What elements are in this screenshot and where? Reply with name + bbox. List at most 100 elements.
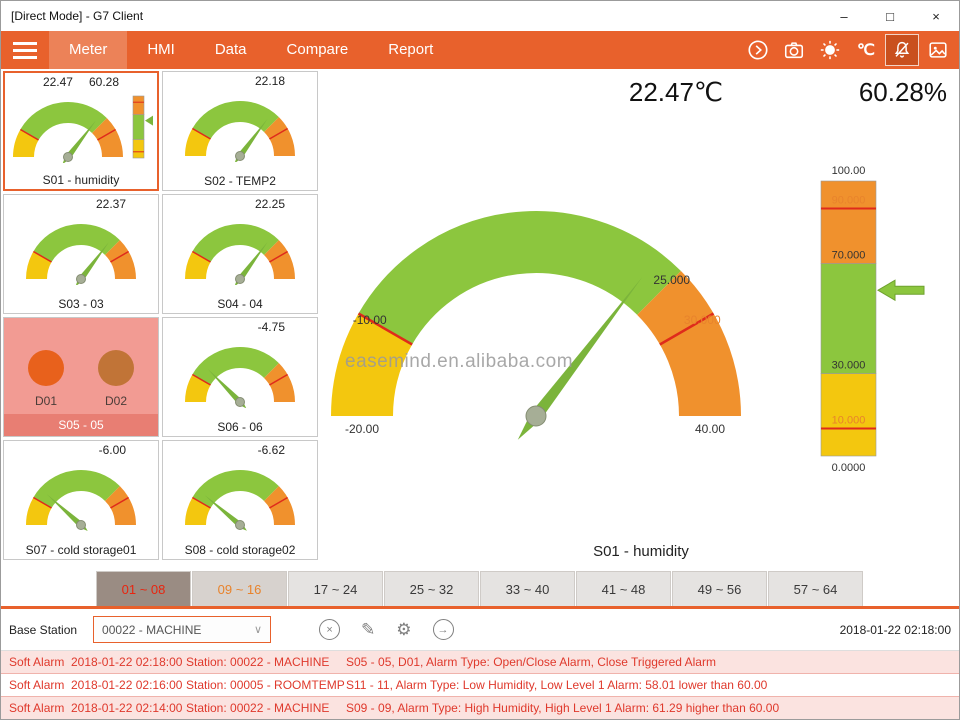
meter-tile[interactable]: 22.47 60.28 S01 - humidity — [3, 71, 159, 191]
tile-value: 22.47 — [42, 75, 73, 89]
alarm-bell-mute-icon[interactable] — [885, 34, 919, 66]
meter-tile[interactable]: 22.18 S02 - TEMP2 — [162, 71, 318, 191]
watermark: easemind.en.alibaba.com — [345, 351, 574, 372]
clear-circle-x-icon[interactable]: × — [319, 619, 341, 640]
tile-values: -4.75 — [163, 320, 317, 334]
alarm-station: Station: 00005 - ROOMTEMP — [186, 678, 345, 692]
settings-gear-icon[interactable]: ⚙ — [396, 619, 412, 639]
minimize-button[interactable]: – — [840, 8, 848, 24]
digital-channel-label: D01 — [34, 394, 57, 408]
tile-label: S02 - TEMP2 — [204, 174, 276, 188]
tile-label: S04 - 04 — [217, 297, 263, 311]
tile-values: 22.25 — [163, 197, 317, 211]
alarm-station: Station: 00022 - MACHINE — [186, 701, 330, 715]
nav-item-hmi[interactable]: HMI — [147, 41, 175, 58]
tile-gauge — [185, 347, 295, 408]
page-tab[interactable]: 25 ~ 32 — [384, 571, 479, 606]
meter-tile[interactable]: -4.75 S06 - 06 — [162, 317, 318, 437]
meter-grid: 22.47 60.28 S01 - humidity 22.18 S02 - T… — [3, 71, 318, 560]
tile-label: S08 - cold storage02 — [184, 543, 296, 557]
alarm-row[interactable]: Soft Alarm 2018-01-22 02:16:00 Station: … — [1, 674, 959, 697]
meter-tile[interactable]: -6.00 S07 - cold storage01 — [3, 440, 159, 560]
tile-values: 22.47 60.28 — [5, 75, 157, 89]
svg-text:25.000: 25.000 — [653, 273, 690, 287]
meter-tile[interactable]: 22.37 S03 - 03 — [3, 194, 159, 314]
image-icon[interactable] — [921, 34, 955, 66]
window-title: [Direct Mode] - G7 Client — [11, 9, 144, 23]
alarm-time: 2018-01-22 02:18:00 — [71, 655, 183, 669]
alarm-row[interactable]: Soft Alarm 2018-01-22 02:14:00 Station: … — [1, 697, 959, 719]
alarm-type: Soft Alarm — [9, 701, 65, 715]
svg-text:-20.00: -20.00 — [345, 422, 379, 436]
window-controls: – □ × — [821, 1, 959, 31]
tile-gauge-area: D01 D02 — [4, 336, 158, 408]
tile-gauge-area — [163, 459, 317, 531]
tile-values: 22.37 — [4, 197, 158, 211]
tile-values: 22.18 — [163, 74, 317, 88]
tile-label: S03 - 03 — [58, 297, 104, 311]
nav-item-meter[interactable]: Meter — [49, 31, 128, 69]
nav-item-report[interactable]: Report — [388, 41, 434, 58]
alarm-detail: S09 - 09, Alarm Type: High Humidity, Hig… — [346, 701, 780, 715]
direct-mode-icon[interactable] — [741, 34, 775, 66]
camera-icon[interactable] — [777, 34, 811, 66]
meter-tile[interactable]: 22.25 S04 - 04 — [162, 194, 318, 314]
digital-channels: D01 D02 — [28, 350, 134, 408]
hamburger-menu-icon[interactable] — [1, 31, 49, 69]
alarm-list: Soft Alarm 2018-01-22 02:18:00 Station: … — [1, 651, 959, 719]
svg-text:-10.00: -10.00 — [353, 313, 387, 327]
tile-gauge — [26, 470, 136, 531]
alarm-type: Soft Alarm — [9, 678, 65, 692]
meter-tile[interactable]: -6.62 S08 - cold storage02 — [162, 440, 318, 560]
page-tab[interactable]: 17 ~ 24 — [288, 571, 383, 606]
tile-gauge — [185, 470, 295, 531]
tile-gauge-area — [163, 213, 317, 285]
svg-text:0.0000: 0.0000 — [832, 462, 866, 474]
page-tab[interactable]: 01 ~ 08 — [96, 571, 191, 606]
page-tab[interactable]: 49 ~ 56 — [672, 571, 767, 606]
page-tab[interactable]: 09 ~ 16 — [192, 571, 287, 606]
main-temp-value: 22.47℃ — [628, 77, 724, 107]
tile-value: 22.37 — [95, 197, 126, 211]
base-station-value: 00022 - MACHINE — [102, 622, 202, 637]
toolbar: Base Station 00022 - MACHINE ∨ × ✎ ⚙ → 2… — [1, 609, 959, 651]
svg-text:90.000: 90.000 — [832, 195, 866, 207]
svg-text:30.000: 30.000 — [832, 360, 866, 372]
tile-values: -6.00 — [4, 443, 158, 457]
svg-text:10.000: 10.000 — [832, 415, 866, 427]
digital-channel-dot — [28, 350, 64, 386]
page-tab[interactable]: 41 ~ 48 — [576, 571, 671, 606]
tile-value-2: 60.28 — [88, 75, 119, 89]
meter-tile[interactable]: D01 D02 S05 - 05 — [3, 317, 159, 437]
tile-label: S07 - cold storage01 — [25, 543, 137, 557]
main-station-label: S01 - humidity — [593, 543, 689, 560]
alarm-type: Soft Alarm — [9, 655, 65, 669]
close-button[interactable]: × — [932, 8, 940, 24]
tile-label: S05 - 05 — [4, 414, 158, 436]
brightness-sun-icon[interactable] — [813, 34, 847, 66]
page-tab[interactable]: 57 ~ 64 — [768, 571, 863, 606]
digital-channel-label: D02 — [104, 394, 127, 408]
digital-channel-dot — [98, 350, 134, 386]
nav-item-compare[interactable]: Compare — [286, 41, 349, 58]
base-station-dropdown[interactable]: 00022 - MACHINE ∨ — [93, 616, 272, 643]
svg-text:100.00: 100.00 — [832, 165, 866, 177]
svg-text:40.00: 40.00 — [695, 422, 725, 436]
tile-value: -6.62 — [257, 443, 285, 457]
edit-pencil-icon[interactable]: ✎ — [361, 619, 376, 639]
page-tab[interactable]: 33 ~ 40 — [480, 571, 575, 606]
current-timestamp: 2018-01-22 02:18:00 — [839, 622, 951, 637]
alarm-time: 2018-01-22 02:16:00 — [71, 678, 183, 692]
alarm-row[interactable]: Soft Alarm 2018-01-22 02:18:00 Station: … — [1, 651, 959, 674]
maximize-button[interactable]: □ — [886, 8, 894, 24]
tile-gauge — [13, 102, 123, 163]
base-station-label: Base Station — [9, 622, 78, 637]
nav-item-data[interactable]: Data — [214, 41, 247, 58]
main-nav: Meter HMI Data Compare Report ℃ — [1, 31, 959, 69]
go-arrow-icon[interactable]: → — [432, 619, 454, 640]
svg-text:70.000: 70.000 — [832, 250, 866, 262]
alarm-detail: S11 - 11, Alarm Type: Low Humidity, Low … — [346, 678, 768, 692]
tile-value: -4.75 — [257, 320, 285, 334]
temperature-unit-icon[interactable]: ℃ — [849, 34, 883, 66]
